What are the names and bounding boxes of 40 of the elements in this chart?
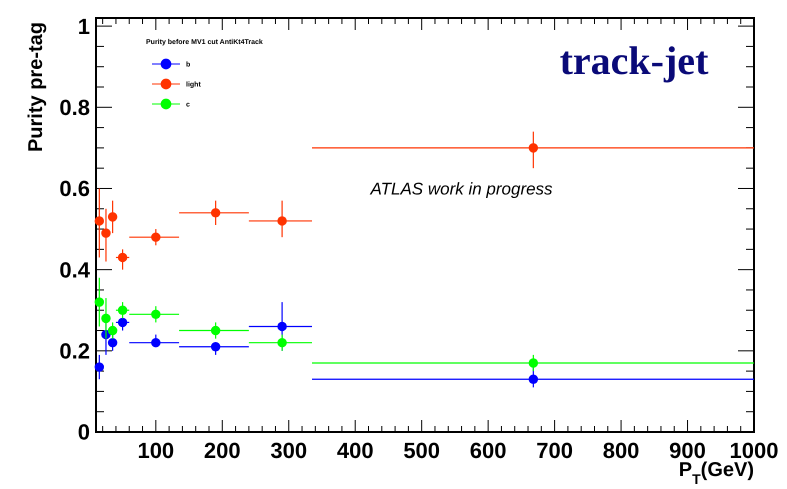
point <box>210 208 220 218</box>
point <box>94 362 104 372</box>
annotation: ATLAS work in progress <box>370 179 554 198</box>
point <box>151 232 161 242</box>
point <box>118 252 128 262</box>
point <box>528 143 538 153</box>
y-tick-label: 1 <box>78 14 90 39</box>
point <box>118 306 128 315</box>
point <box>210 326 220 336</box>
x-tick-label: 700 <box>536 438 573 463</box>
point <box>94 216 104 226</box>
y-tick-label: 0.4 <box>59 257 91 282</box>
point <box>108 338 118 348</box>
x-tick-label: 600 <box>470 438 506 463</box>
point <box>101 314 111 324</box>
y-tick-label: 0.2 <box>59 338 90 364</box>
point <box>277 216 287 226</box>
point <box>108 212 118 222</box>
x-tick-label: 100 <box>137 438 174 463</box>
point <box>101 228 111 238</box>
point <box>277 338 287 348</box>
point <box>108 326 118 336</box>
y-axis-title: Purity pre-tag <box>25 22 47 152</box>
y-tick-label: 0.8 <box>59 94 90 120</box>
x-tick-label: 200 <box>204 438 241 463</box>
point <box>277 322 287 332</box>
x-tick-label: 400 <box>336 438 374 463</box>
point <box>210 342 220 352</box>
y-tick-label: 0.6 <box>59 176 90 202</box>
point <box>528 358 538 368</box>
x-tick-label: 300 <box>270 438 308 463</box>
point <box>151 338 161 348</box>
point <box>118 318 128 328</box>
point <box>94 297 104 307</box>
point <box>151 310 161 320</box>
y-tick-label: 0 <box>78 420 90 445</box>
x-tick-label: 500 <box>403 438 440 463</box>
text: track-jet <box>560 38 710 83</box>
point <box>528 374 538 384</box>
x-tick-label: 800 <box>602 438 640 463</box>
